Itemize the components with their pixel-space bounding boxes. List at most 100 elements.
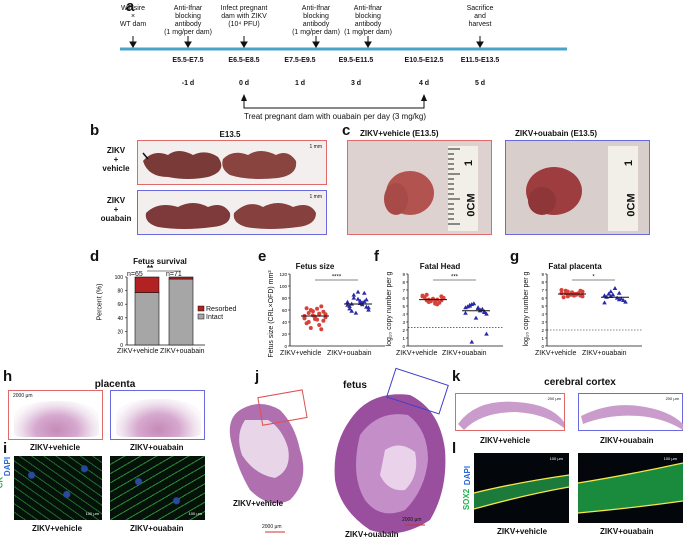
e-point-vehicle [321, 318, 326, 323]
e-point-vehicle [304, 306, 309, 311]
placenta-vehicle-image: 2000 μm [8, 390, 103, 440]
uterus-ouabain-image: 1 mm [137, 190, 327, 235]
panel-f-xlabel-1: ZIKV+vehicle [396, 350, 438, 357]
e-point-vehicle [308, 326, 313, 330]
f-point-ouabain [484, 331, 489, 336]
panel-k-left-caption: ZIKV+vehicle [480, 436, 531, 445]
panel-b-row1-label: ZIKV + vehicle [102, 146, 130, 173]
timeline-day-1: 0 d [238, 80, 250, 87]
g-point-vehicle [578, 288, 583, 293]
e-point-vehicle [310, 313, 315, 318]
f-ytick-label: 8 [402, 280, 405, 285]
panel-g-xlabel-2: ZIKV+ouabain [582, 350, 627, 357]
f-point-vehicle [433, 300, 438, 304]
g-point-ouabain [623, 299, 628, 304]
panel-k-letter: k [452, 368, 461, 385]
panel-b-row2-label: ZIKV + ouabain [100, 196, 132, 223]
d-ytick-label: 60 [117, 302, 123, 308]
g-point-ouabain [602, 293, 607, 298]
timeline-stage-4: E10.5-E12.5 [404, 57, 444, 64]
e-point-vehicle [319, 327, 324, 332]
chart-d: 0 20 40 60 80 100 [115, 270, 205, 349]
e-point-vehicle [317, 311, 322, 316]
fetus-ouabain-photo: 0CM 1 [505, 140, 650, 235]
timeline-event-3: Anti-Ifnar blocking antibody (1 mg/per d… [292, 5, 340, 36]
e-point-ouabain [351, 295, 357, 300]
panel-d-sig: ** [146, 264, 154, 273]
e-ytick-label: 20 [282, 332, 288, 337]
e-ytick-label: 0 [284, 344, 287, 349]
g-point-ouabain [612, 286, 618, 290]
timeline-event-0: WT sire × WT dam [119, 5, 147, 28]
chart-f: 0 1 2 3 4 5 6 7 8 9 *** [402, 272, 503, 349]
f-point-ouabain [475, 305, 481, 310]
g-sig-label: * [592, 275, 595, 281]
panel-h-scale: 2000 μm [13, 393, 33, 399]
panel-h-right-caption: ZIKV+ouabain [130, 443, 184, 452]
panel-h-title: placenta [94, 379, 136, 390]
panel-d-xlabel-2: ZIKV+ouabain [160, 348, 205, 355]
uterus-vehicle-image: 1 mm [137, 140, 327, 185]
timeline-stage-5: E11.5-E13.5 [460, 57, 500, 64]
timeline-day-3: 3 d [350, 80, 362, 87]
panel-c-letter: c [342, 122, 351, 139]
timeline-event-1: Anti-Ifnar blocking antibody (1 mg/per d… [164, 5, 212, 36]
panel-h-letter: h [3, 368, 13, 385]
g-point-vehicle [565, 294, 570, 299]
g-point-vehicle [561, 295, 566, 300]
panel-g-letter: g [510, 248, 520, 265]
placenta-ouabain-image [110, 390, 205, 440]
timeline-day-5: 5 d [474, 80, 486, 87]
d-legend-swatch-intact [197, 313, 205, 320]
f-point-ouabain [473, 315, 479, 320]
g-point-vehicle [559, 288, 564, 292]
panel-k-scale-2: 200 μm [665, 396, 679, 401]
panel-b-scale-2: 1 mm [309, 194, 323, 200]
panel-f-title: Fatal Head [419, 262, 461, 271]
sox2-vehicle-image: 100 μm [473, 453, 570, 523]
panel-l-stain-sox2: SOX2 [462, 488, 472, 511]
fetus-vehicle-photo: 0CM 1 [347, 140, 492, 235]
f-ytick-label: 6 [402, 296, 405, 301]
e-point-ouabain [366, 305, 371, 310]
timeline-axis [120, 36, 567, 109]
e-point-ouabain [355, 296, 361, 301]
g-ytick-label: 7 [541, 288, 544, 293]
f-point-vehicle [420, 293, 425, 298]
e-point-ouabain [364, 297, 369, 302]
timeline-arrowhead-0 [129, 41, 137, 48]
panel-l-scale-1: 100 μm [549, 456, 563, 461]
f-ytick-label: 1 [402, 336, 405, 341]
f-point-ouabain [482, 310, 487, 314]
timeline-arrowhead-5 [476, 41, 484, 48]
panel-b-title: E13.5 [219, 130, 241, 139]
f-ytick-label: 4 [402, 312, 405, 317]
panel-d-xlabel-1: ZIKV+vehicle [117, 348, 159, 355]
panel-j-title: fetus [343, 380, 367, 391]
panel-i-letter: i [3, 440, 8, 457]
panel-l-stain-dapi: DAPI [463, 465, 473, 486]
panel-e-title: Fetus size [295, 262, 335, 271]
fetus-sections-image [229, 367, 449, 534]
e-point-vehicle [302, 316, 307, 321]
panel-b-letter: b [90, 122, 100, 139]
e-point-ouabain [349, 308, 354, 313]
e-ytick-label: 80 [282, 296, 288, 301]
panel-d-n1: n=65 [127, 271, 143, 278]
panel-d-n2: n=71 [166, 271, 182, 278]
d-ytick-label: 100 [115, 275, 124, 281]
timeline-day-2: 1 d [294, 80, 306, 87]
d-bar-resorbed [168, 276, 194, 280]
panel-f-ylabel: log₁₀ copy number per g [386, 271, 393, 347]
panel-h-left-caption: ZIKV+vehicle [30, 443, 81, 452]
g-point-ouabain [610, 292, 616, 297]
e-point-ouabain [347, 304, 352, 308]
f-point-ouabain [484, 311, 489, 316]
ck-ouabain-image: 100 μm [110, 456, 205, 520]
panel-g-ylabel: log₁₀ copy number per g [523, 271, 530, 347]
panel-i-scale-1: 100 μm [85, 511, 99, 516]
panel-d-legend-1: Resorbed [206, 306, 237, 313]
e-point-vehicle [321, 309, 326, 314]
panel-d-title: Fetus survival [133, 257, 187, 266]
f-ytick-label: 0 [402, 344, 405, 349]
